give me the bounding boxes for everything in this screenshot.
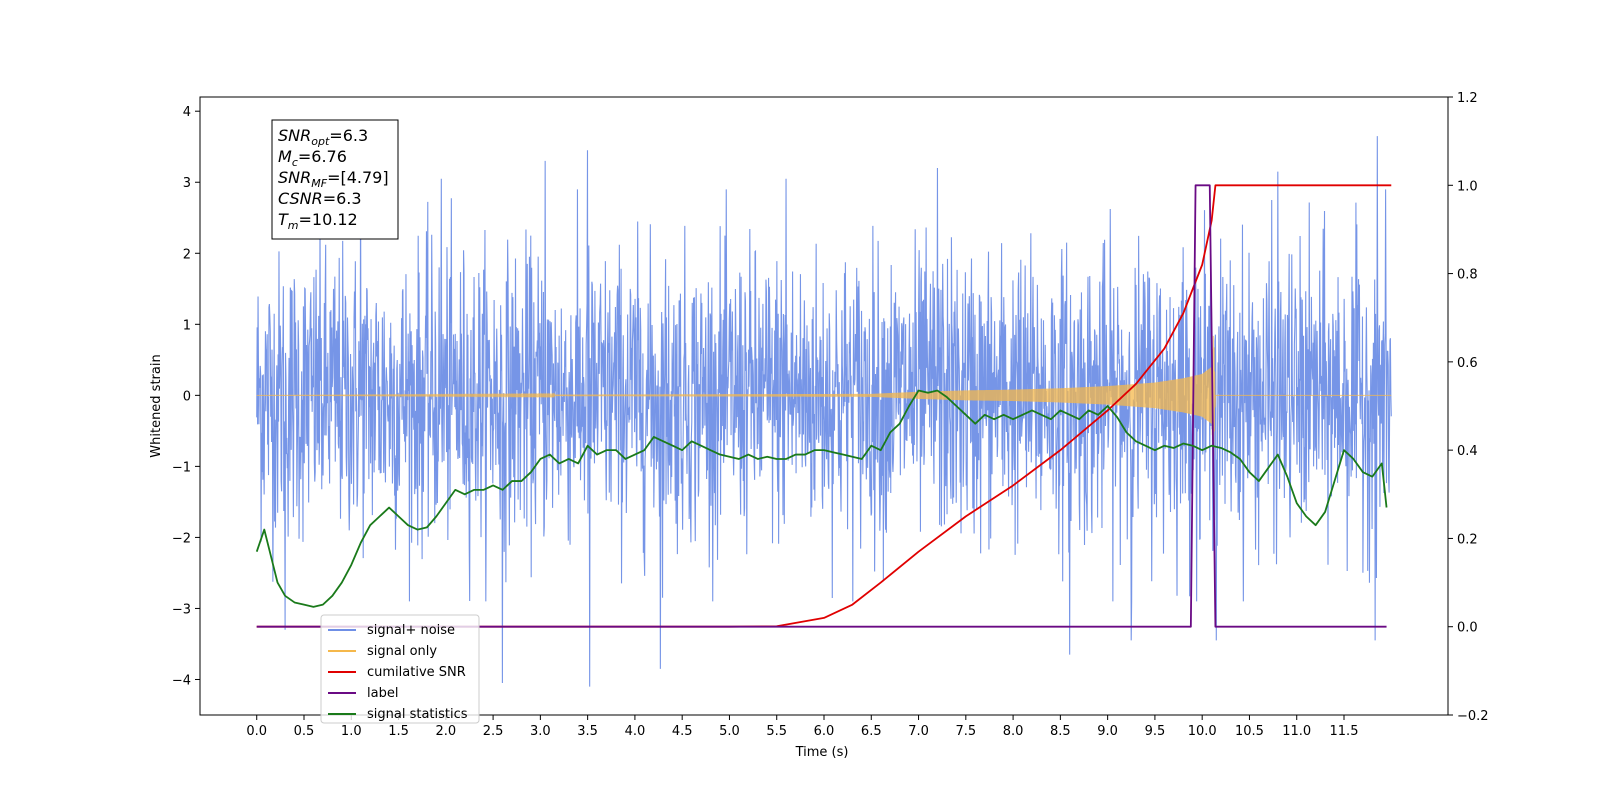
annotation-line: Tm=10.12	[278, 210, 358, 232]
y-tick-label: 2	[183, 247, 191, 262]
y-tick-label: 0	[183, 389, 191, 404]
y-axis-left: 4 3 2 1 0 −1 −2 −3 −4	[172, 105, 200, 688]
y2-tick-label: 1.0	[1457, 179, 1478, 194]
annotation-line: CSNR=6.3	[278, 189, 362, 208]
y-tick-label: −2	[172, 531, 191, 546]
y2-tick-label: 0.2	[1457, 532, 1478, 547]
series-signal-noise	[256, 136, 1392, 687]
x-tick-label: 2.0	[435, 724, 456, 739]
y2-tick-label: 0.0	[1457, 621, 1478, 636]
y-axis-label: Whitened strain	[149, 354, 164, 457]
annotation-line: Mc=6.76	[278, 147, 347, 169]
x-tick-label: 6.0	[814, 724, 835, 739]
x-tick-label: 4.0	[625, 724, 646, 739]
annotation-subscript: m	[288, 219, 299, 232]
annotation-symbol: CSNR	[278, 189, 323, 208]
y2-tick-label: 0.8	[1457, 268, 1478, 283]
x-tick-label: 8.0	[1003, 724, 1024, 739]
x-axis-label: Time (s)	[795, 745, 849, 760]
legend-label: signal only	[367, 644, 437, 659]
legend-label: cumilative SNR	[367, 665, 466, 680]
annotation-value: =10.12	[299, 210, 358, 229]
annotation-value: =6.76	[298, 147, 347, 166]
y-axis-right: 1.2 1.0 0.8 0.6 0.4 0.2 0.0 −0.2	[1448, 91, 1489, 724]
legend-label: signal statistics	[367, 707, 468, 722]
legend-label: label	[367, 686, 398, 701]
x-tick-label: 9.0	[1097, 724, 1118, 739]
annotation-subscript: c	[292, 156, 298, 169]
x-tick-label: 10.0	[1188, 724, 1217, 739]
y2-tick-label: 0.6	[1457, 356, 1478, 371]
legend-label: signal+ noise	[367, 623, 455, 638]
legend-frame	[320, 614, 480, 724]
plot-area	[255, 136, 1392, 687]
series-signal-statistics	[255, 389, 1388, 608]
x-tick-label: 5.5	[766, 724, 787, 739]
x-axis: 0.0 0.5 1.0 1.5 2.0 2.5 3.0 3.5 4.0 4.5 5.0 5.5 6.0 6…	[246, 715, 1358, 739]
x-tick-label: 1.5	[388, 724, 409, 739]
x-tick-label: 7.0	[908, 724, 929, 739]
y-tick-label: 4	[183, 105, 191, 120]
x-tick-label: 0.0	[246, 724, 267, 739]
annotation-symbol: M	[278, 147, 292, 166]
series-cumulative-snr	[256, 184, 1392, 628]
y-tick-label: −3	[172, 602, 191, 617]
x-tick-label: 1.0	[341, 724, 362, 739]
annotation-value: =6.3	[329, 126, 368, 145]
x-tick-label: 3.0	[530, 724, 551, 739]
x-tick-label: 2.5	[483, 724, 504, 739]
annotation-value: =[4.79]	[327, 168, 389, 187]
legend: signal+ noise signal only cumilative SNR la…	[320, 614, 480, 724]
series-signal-only	[256, 335, 1392, 456]
y-tick-label: 1	[183, 318, 191, 333]
annotation-line: SNRopt=6.3	[278, 126, 368, 148]
y2-tick-label: 0.4	[1457, 444, 1478, 459]
x-tick-label: 4.5	[672, 724, 693, 739]
x-tick-label: 9.5	[1145, 724, 1166, 739]
x-tick-label: 8.5	[1050, 724, 1071, 739]
x-tick-label: 0.5	[294, 724, 315, 739]
annotation-symbol: T	[278, 210, 289, 229]
x-tick-label: 10.5	[1235, 724, 1264, 739]
annotation-symbol: SNR	[278, 168, 311, 187]
x-tick-label: 7.5	[955, 724, 976, 739]
x-tick-label: 6.5	[861, 724, 882, 739]
y-tick-label: −4	[172, 673, 191, 688]
annotation-box: SNRopt=6.3Mc=6.76SNRMF=[4.79]CSNR=6.3Tm=…	[271, 119, 399, 240]
x-tick-label: 3.5	[577, 724, 598, 739]
annotation-value: =6.3	[323, 189, 362, 208]
y2-tick-label: 1.2	[1457, 91, 1478, 106]
series-label	[256, 184, 1387, 628]
annotation-subscript: opt	[311, 135, 330, 148]
x-tick-label: 11.0	[1282, 724, 1311, 739]
annotation-line: SNRMF=[4.79]	[278, 168, 389, 190]
y-tick-label: 3	[183, 176, 191, 191]
x-tick-label: 5.0	[719, 724, 740, 739]
y2-tick-label: −0.2	[1457, 709, 1489, 724]
y-tick-label: −1	[172, 460, 191, 475]
annotation-symbol: SNR	[278, 126, 311, 145]
annotation-subscript: MF	[311, 177, 327, 190]
x-tick-label: 11.5	[1330, 724, 1359, 739]
